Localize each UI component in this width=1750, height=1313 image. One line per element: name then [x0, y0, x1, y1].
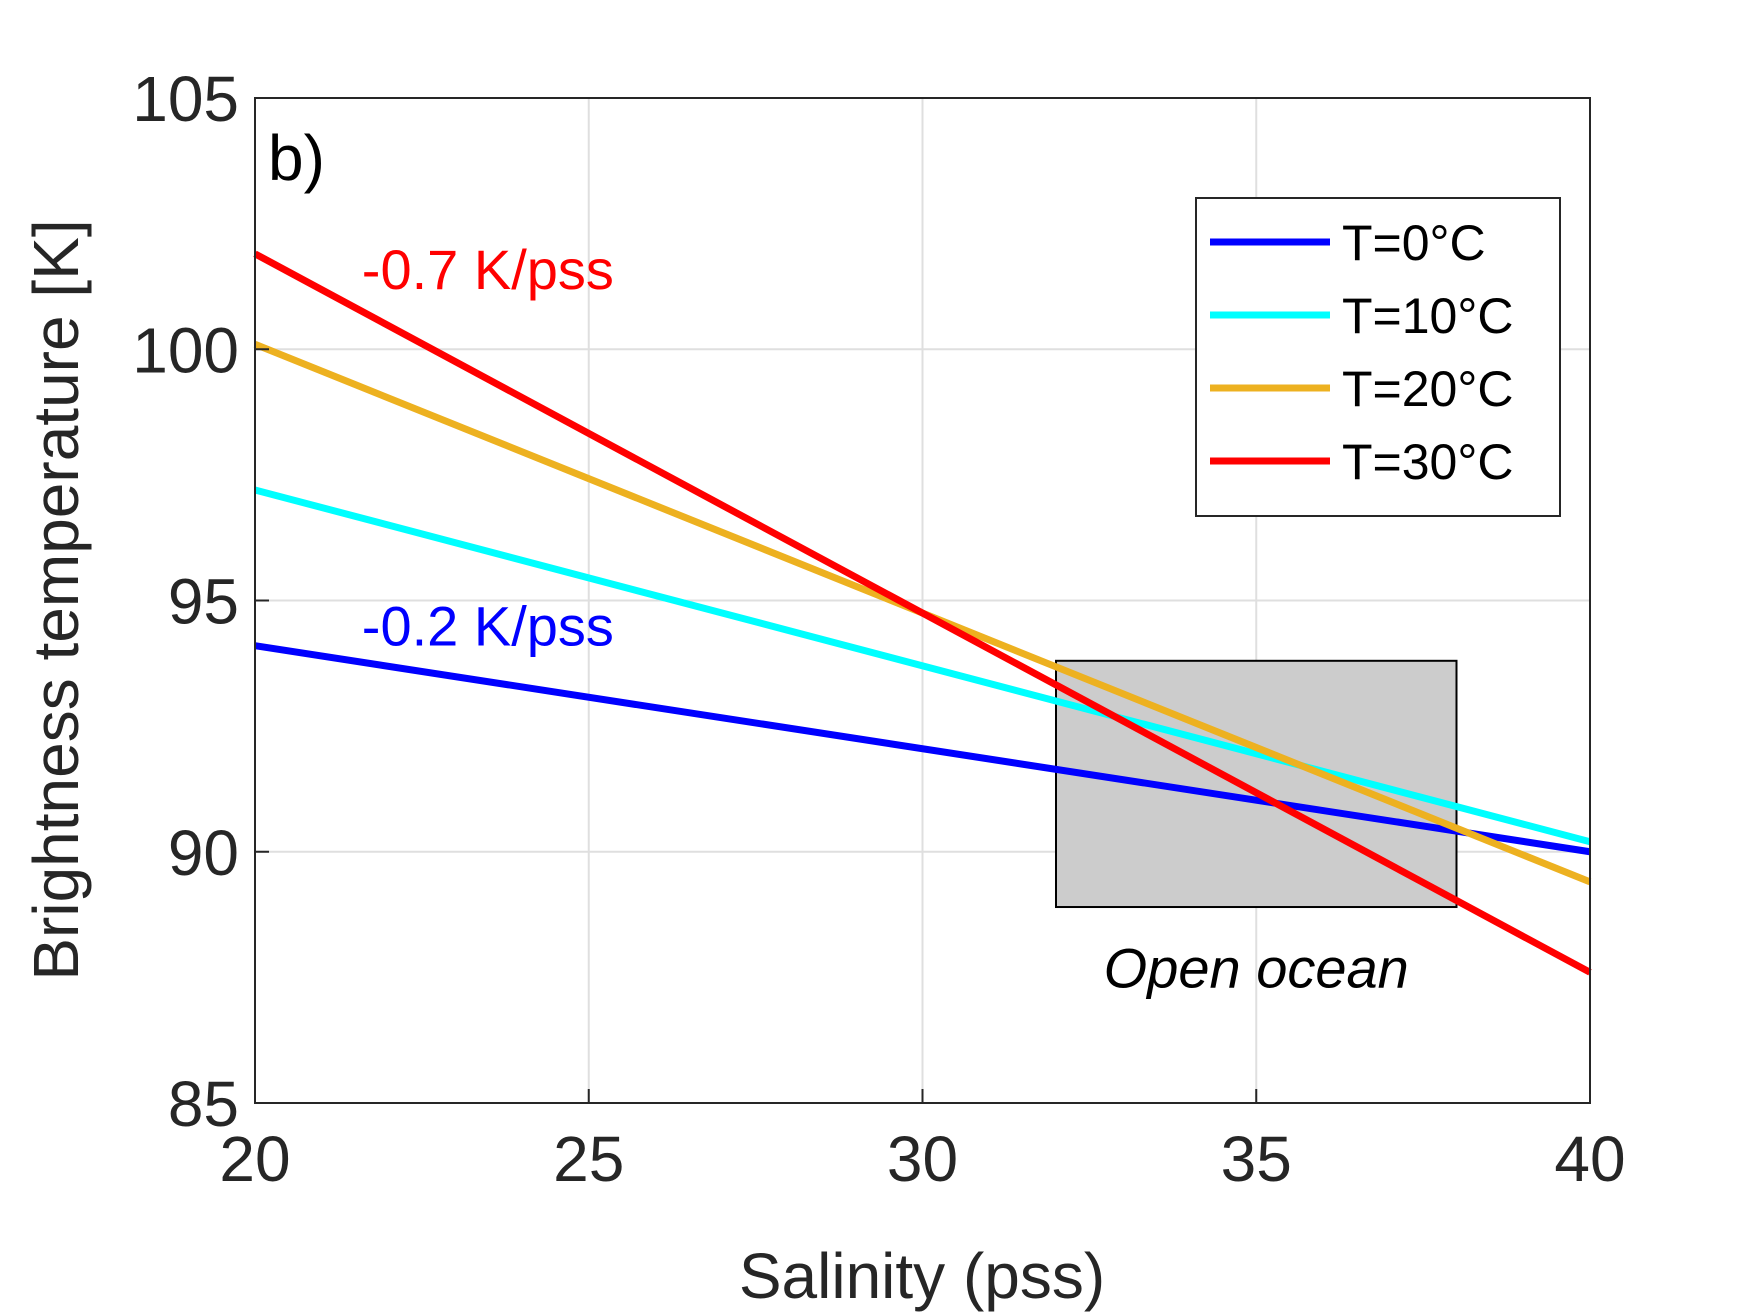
- x-tick-label: 25: [553, 1123, 624, 1195]
- x-tick-label: 35: [1221, 1123, 1292, 1195]
- annotation-0: -0.7 K/pss: [362, 238, 614, 301]
- y-tick-label: 90: [168, 817, 239, 889]
- tick-group: 20 25 30 35 40 85 90 95 100 105: [132, 63, 1625, 1195]
- annotations-group: -0.7 K/pss -0.2 K/pss Open ocean: [362, 238, 1409, 999]
- legend-label-0: T=0°C: [1342, 215, 1486, 271]
- y-tick-label: 85: [168, 1068, 239, 1140]
- legend-label-2: T=20°C: [1342, 361, 1513, 417]
- x-tick-label: 40: [1554, 1123, 1625, 1195]
- panel-label: b): [268, 122, 325, 194]
- legend-label-3: T=30°C: [1342, 434, 1513, 490]
- x-axis-label: Salinity (pss): [739, 1240, 1105, 1312]
- series-line-0: [254, 642, 1591, 856]
- legend: T=0°C T=10°C T=20°C T=30°C: [1195, 197, 1561, 517]
- y-axis-label: Brightness temperature [K]: [20, 219, 92, 980]
- legend-label-1: T=10°C: [1342, 288, 1513, 344]
- y-tick-label: 105: [132, 63, 239, 135]
- x-tick-label: 20: [219, 1123, 290, 1195]
- x-tick-label: 30: [887, 1123, 958, 1195]
- annotation-1: -0.2 K/pss: [362, 595, 614, 658]
- series-line-3: [253, 250, 1592, 976]
- series-group: [253, 250, 1592, 976]
- y-tick-label: 100: [132, 314, 239, 386]
- series-line-1: [254, 486, 1591, 846]
- annotation-2: Open ocean: [1104, 936, 1409, 999]
- y-tick-label: 95: [168, 566, 239, 638]
